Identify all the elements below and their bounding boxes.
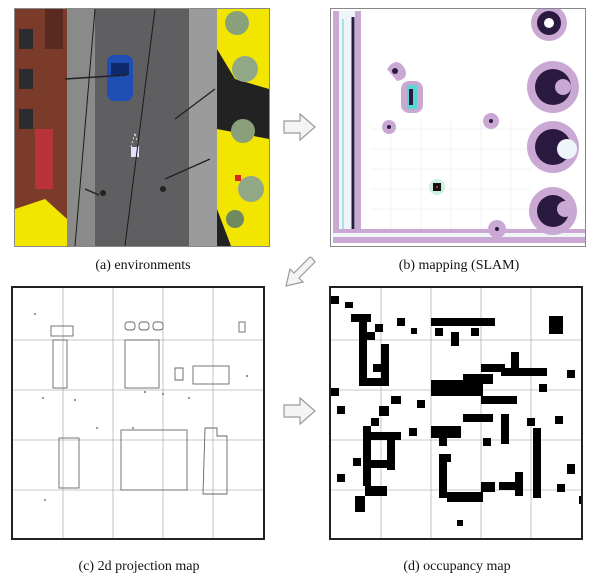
caption-c: (c) 2d projection map <box>78 559 200 574</box>
projection-map-image <box>13 288 263 538</box>
caption-d: (d) occupancy map <box>403 559 511 574</box>
robot-vehicle <box>131 147 139 157</box>
occupied-cells <box>331 296 581 526</box>
car <box>107 55 133 101</box>
projection-map-panel <box>11 286 265 540</box>
caption-b: (b) mapping (SLAM) <box>398 258 520 273</box>
occupancy-map-image <box>331 288 581 538</box>
environments-panel <box>14 8 270 247</box>
occupancy-map-panel <box>329 286 583 540</box>
arrow-c-to-d <box>283 396 316 426</box>
arrow-a-to-b <box>283 112 316 142</box>
slam-obstacle <box>527 9 579 235</box>
arrow-b-to-c <box>285 256 316 287</box>
slam-panel <box>330 8 586 247</box>
caption-a: (a) environments <box>95 258 191 273</box>
environments-image <box>15 9 269 246</box>
slam-map-image <box>331 9 585 246</box>
